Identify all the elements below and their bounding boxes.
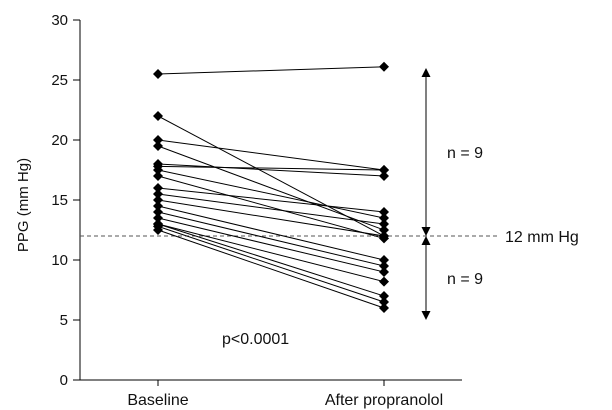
marker-s1-baseline — [153, 111, 163, 121]
reference-line-group: 12 mm Hg — [80, 229, 579, 246]
series-line-12 — [157, 211, 385, 267]
series-line-10 — [157, 199, 385, 237]
marker-s6-after — [379, 213, 389, 223]
p-value-annotation: p<0.0001 — [222, 331, 289, 348]
marker-s8-after — [379, 207, 389, 217]
y-tick-label-0: 0 — [60, 372, 68, 389]
series-line-2 — [157, 139, 385, 171]
marker-s6-baseline — [153, 165, 163, 175]
series-line-15 — [157, 223, 385, 297]
marker-s0-baseline — [153, 69, 163, 79]
series-line-7 — [157, 175, 385, 239]
marker-s17-after — [379, 303, 389, 313]
group-label-1: n = 9 — [447, 271, 483, 288]
x-category-label-1: After propranolol — [325, 392, 443, 409]
marker-s4-after — [379, 171, 389, 181]
series-line-3 — [157, 145, 385, 231]
marker-s0-after — [379, 61, 389, 72]
marker-s10-after — [379, 231, 389, 241]
marker-s9-baseline — [153, 189, 163, 199]
series-line-5 — [157, 165, 385, 171]
marker-s13-baseline — [153, 213, 163, 223]
marker-s12-baseline — [153, 207, 163, 217]
group-arrow-head-bottom-0 — [421, 227, 431, 236]
series-line-8 — [157, 187, 385, 213]
series-line-14 — [157, 223, 385, 283]
marker-s14-after — [379, 276, 389, 287]
marker-s3-baseline — [153, 141, 163, 151]
y-tick-label-15: 15 — [51, 192, 68, 209]
series-line-16 — [157, 225, 385, 303]
marker-s17-baseline — [153, 225, 163, 235]
marker-s5-after — [379, 165, 389, 175]
group-annotations: n = 9 n = 9 — [421, 68, 483, 320]
series-line-13 — [157, 217, 385, 273]
series-lines — [157, 66, 385, 309]
series-markers — [153, 61, 389, 313]
series-line-6 — [157, 169, 385, 219]
axes: 0 5 10 15 20 25 30 Baseline After propranolol — [51, 12, 462, 409]
marker-s7-baseline — [153, 171, 163, 181]
group-arrow-head-top-0 — [421, 68, 431, 77]
marker-s8-baseline — [153, 183, 163, 193]
marker-s15-after — [379, 291, 389, 301]
y-tick-label-25: 25 — [51, 72, 68, 89]
marker-s16-after — [379, 297, 389, 307]
marker-s3-after — [379, 225, 389, 235]
marker-s13-after — [379, 267, 389, 277]
series-line-4 — [157, 163, 385, 177]
group-arrow-head-top-1 — [421, 236, 431, 245]
reference-line-label: 12 mm Hg — [505, 229, 579, 246]
marker-s10-baseline — [153, 195, 163, 205]
series-line-11 — [157, 205, 385, 261]
marker-s2-baseline — [153, 135, 163, 145]
marker-s11-baseline — [153, 201, 163, 211]
series-line-17 — [157, 229, 385, 309]
y-tick-label-5: 5 — [60, 312, 68, 329]
y-axis-title: PPG (mm Hg) — [15, 158, 32, 252]
marker-s9-after — [379, 219, 389, 229]
y-tick-label-20: 20 — [51, 132, 68, 149]
y-tick-label-30: 30 — [51, 12, 68, 29]
group-arrow-head-bottom-1 — [421, 311, 431, 320]
y-tick-label-10: 10 — [51, 252, 68, 269]
x-category-label-0: Baseline — [127, 392, 188, 409]
marker-s11-after — [379, 255, 389, 265]
marker-s12-after — [379, 261, 389, 271]
series-line-0 — [157, 66, 385, 75]
series-line-9 — [157, 193, 385, 225]
group-label-0: n = 9 — [447, 145, 483, 162]
